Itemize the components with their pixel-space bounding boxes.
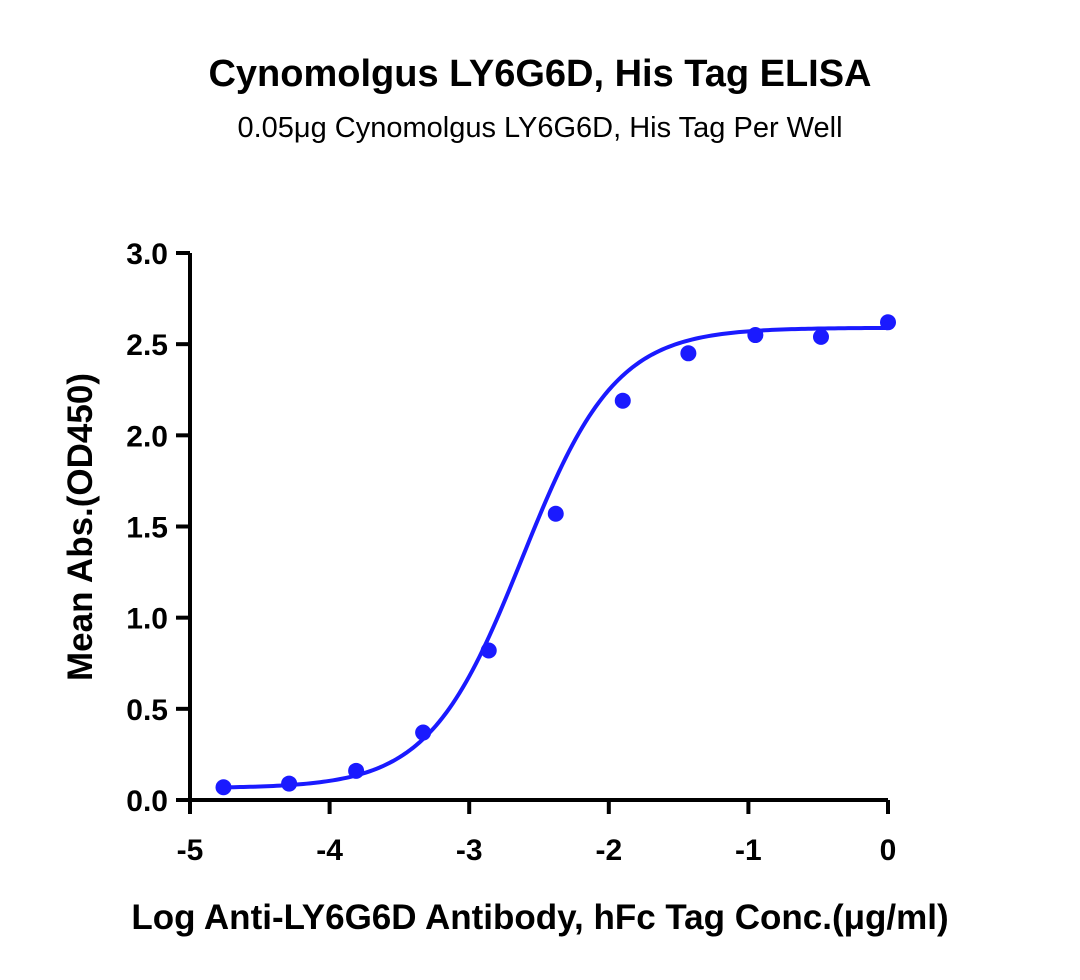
y-axis-label: Mean Abs.(OD450) <box>61 373 100 681</box>
data-point <box>880 314 896 331</box>
y-tick-label: 2.0 <box>126 420 168 453</box>
x-tick-label: -2 <box>595 834 622 867</box>
x-tick-label: -5 <box>177 834 204 867</box>
y-tick-label: 1.5 <box>126 512 168 545</box>
data-point <box>348 762 365 779</box>
y-tick-label: 1.0 <box>126 603 168 636</box>
data-point <box>415 724 432 741</box>
fit-curve <box>223 325 889 790</box>
y-tick-label: 0.5 <box>126 694 168 727</box>
x-axis-ticks: -5 -4 -3 -2 -1 0 <box>177 800 897 867</box>
chart-subtitle: 0.05μg Cynomolgus LY6G6D, His Tag Per We… <box>237 112 842 144</box>
x-tick-label: -1 <box>735 834 762 867</box>
data-point <box>215 779 232 796</box>
data-point <box>480 642 497 659</box>
data-point <box>547 505 564 522</box>
data-point <box>747 327 764 344</box>
y-tick-label: 0.0 <box>126 785 168 818</box>
data-point <box>614 392 631 409</box>
data-point <box>812 328 829 345</box>
data-point <box>281 775 298 792</box>
x-tick-label: -3 <box>456 834 483 867</box>
chart-title: Cynomolgus LY6G6D, His Tag ELISA <box>208 53 871 95</box>
x-tick-label: 0 <box>880 834 897 867</box>
data-points <box>215 314 896 796</box>
data-point <box>680 345 697 362</box>
y-tick-label: 2.5 <box>126 329 168 362</box>
y-tick-label: 3.0 <box>126 238 168 271</box>
x-tick-label: -4 <box>316 834 343 867</box>
x-axis-label: Log Anti-LY6G6D Antibody, hFc Tag Conc.(… <box>131 898 948 937</box>
y-axis-ticks: 0.0 0.5 1.0 1.5 2.0 2.5 3.0 <box>126 238 190 818</box>
